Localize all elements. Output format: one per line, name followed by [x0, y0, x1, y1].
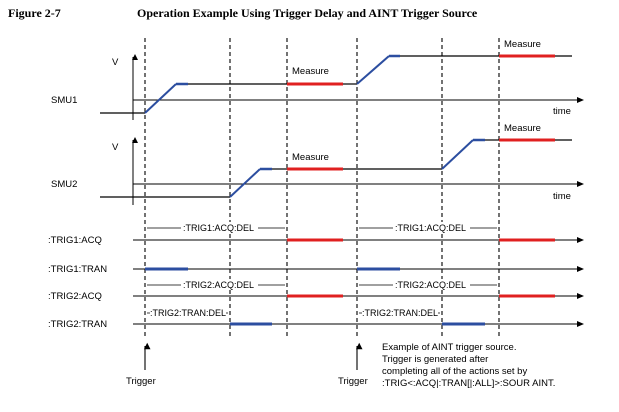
trig2-tran-delay-1: :TRIG2:TRAN:DEL	[147, 307, 228, 318]
note-line-2: Trigger is generated after	[382, 354, 488, 365]
trig1-acq-label: :TRIG1:ACQ	[48, 235, 102, 246]
note-line-3: completing all of the actions set by	[382, 366, 527, 377]
time-markers	[144, 38, 500, 338]
smu2-ramp-2	[441, 139, 474, 170]
trig2-acq-delay-1: :TRIG2:ACQ:DEL	[147, 279, 285, 290]
trig2-tran-del-label-1: :TRIG2:TRAN:DEL	[150, 308, 226, 318]
smu2-measure-label-2: Measure	[504, 123, 541, 134]
smu2-v-label: V	[112, 142, 119, 153]
aint-note: Example of AINT trigger source. Trigger …	[382, 342, 555, 389]
trig1-acq-del-label-1: :TRIG1:ACQ:DEL	[183, 223, 254, 233]
smu1-label: SMU1	[51, 95, 77, 106]
smu1-measure-label-2: Measure	[504, 39, 541, 50]
figure-number: Figure 2-7	[8, 6, 61, 20]
trig1-acq-delay-2: :TRIG1:ACQ:DEL	[359, 222, 497, 233]
smu2-label: SMU2	[51, 179, 77, 190]
smu1-v-label: V	[112, 57, 119, 68]
note-line-1: Example of AINT trigger source.	[382, 342, 516, 353]
smu1-ramp-2	[356, 55, 390, 85]
smu2-measure-label-1: Measure	[292, 152, 329, 163]
trig2-tran-label: :TRIG2:TRAN	[48, 319, 107, 330]
smu1-ramp-1	[144, 83, 177, 114]
trig1-acq-del-label-2: :TRIG1:ACQ:DEL	[395, 223, 466, 233]
note-line-4: :TRIG<:ACQ|:TRAN[|:ALL]>:SOUR AINT.	[382, 378, 555, 389]
smu2-ramp-1	[229, 168, 261, 198]
trigger-label-2: Trigger	[338, 376, 368, 387]
trig1-tran-label: :TRIG1:TRAN	[48, 264, 107, 275]
smu1-time-label: time	[553, 106, 571, 117]
smu2-time-label: time	[553, 191, 571, 202]
trig2-acq-label: :TRIG2:ACQ	[48, 291, 102, 302]
trigger-label-1: Trigger	[126, 376, 156, 387]
trig1-acq-delay-1: :TRIG1:ACQ:DEL	[147, 222, 285, 233]
trig2-tran-del-label-2: :TRIG2:TRAN:DEL	[362, 308, 438, 318]
figure-title: Operation Example Using Trigger Delay an…	[137, 6, 478, 20]
trig2-acq-delay-2: :TRIG2:ACQ:DEL	[359, 279, 497, 290]
trig2-acq-del-label-2: :TRIG2:ACQ:DEL	[395, 280, 466, 290]
smu1-measure-label-1: Measure	[292, 66, 329, 77]
trig2-tran-delay-2: :TRIG2:TRAN:DEL	[359, 307, 440, 318]
trig2-acq-del-label-1: :TRIG2:ACQ:DEL	[183, 280, 254, 290]
